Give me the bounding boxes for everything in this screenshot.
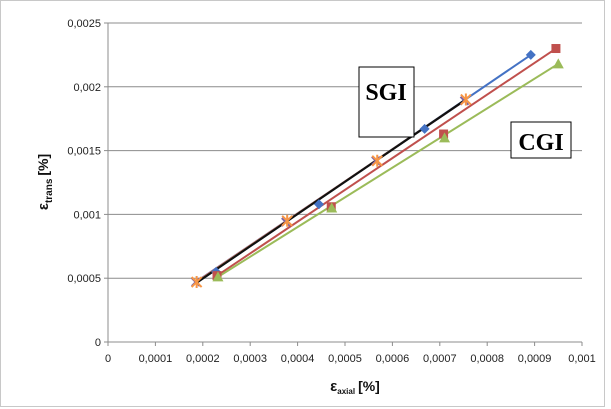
x-tick-label: 0,0001 (139, 353, 173, 365)
data-point-series-5 (190, 276, 203, 289)
tick-labels: 0 0,0005 0,001 0,0015 0,002 0,0025 0 0,0001 0,00… (67, 18, 595, 365)
data-point-series-4 (371, 156, 381, 166)
x-tick-label: 0 (105, 353, 111, 365)
data-point-series-5 (281, 214, 293, 227)
data-point-series-1 (313, 199, 324, 210)
sgi-annotation-label: SGI (365, 80, 406, 106)
y-axis-title: εtrans [%] (35, 154, 55, 210)
x-tick-label: 0,0003 (233, 353, 267, 365)
trend-line-series-6 (195, 98, 467, 285)
y-tick-label: 0 (95, 337, 101, 349)
data-point-series-1 (525, 49, 536, 60)
data-point-series-5 (460, 93, 472, 106)
axes (104, 22, 583, 346)
y-tick-label: 0,002 (73, 82, 101, 94)
data-point-series-3 (552, 58, 564, 69)
x-tick-label: 0,0007 (423, 353, 457, 365)
y-axis-title-unit: [%] (35, 154, 51, 176)
y-axis-title-sub: trans (44, 178, 55, 203)
x-tick-label: 0,0009 (518, 353, 552, 365)
data-point-series-2 (551, 44, 561, 54)
data-point-series-2 (439, 129, 449, 139)
x-tick-label: 0,0005 (328, 353, 362, 365)
x-tick-label: 0,001 (568, 353, 596, 365)
y-axis-title-main: ε (35, 203, 52, 210)
x-tick-label: 0,0006 (376, 353, 410, 365)
y-tick-label: 0,0015 (67, 146, 101, 158)
y-tick-label: 0,0005 (67, 273, 101, 285)
x-tick-label: 0,0004 (281, 353, 315, 365)
data-point-series-3 (326, 202, 338, 213)
data-point-series-5 (371, 154, 383, 167)
x-axis-title-unit: [%] (358, 378, 380, 394)
data-markers (190, 44, 564, 289)
gridlines (108, 22, 582, 279)
y-tick-label: 0,0025 (67, 18, 101, 30)
y-tick-label: 0,001 (73, 209, 101, 221)
data-point-series-1 (419, 123, 430, 134)
trend-line-series-2 (216, 47, 557, 277)
x-tick-label: 0,0008 (470, 353, 504, 365)
cgi-annotation-box (510, 121, 572, 159)
cgi-annotation-label: CGI (518, 130, 563, 156)
trend-line-series-3 (217, 62, 559, 278)
sgi-annotation-box (358, 66, 415, 138)
data-point-series-3 (439, 132, 451, 143)
x-axis-title-sub: axial (337, 387, 355, 396)
x-axis-title-main: ε (330, 378, 337, 395)
x-tick-label: 0,0002 (186, 353, 220, 365)
x-axis-title: εaxial [%] (330, 378, 380, 396)
data-point-series-3 (212, 271, 224, 282)
